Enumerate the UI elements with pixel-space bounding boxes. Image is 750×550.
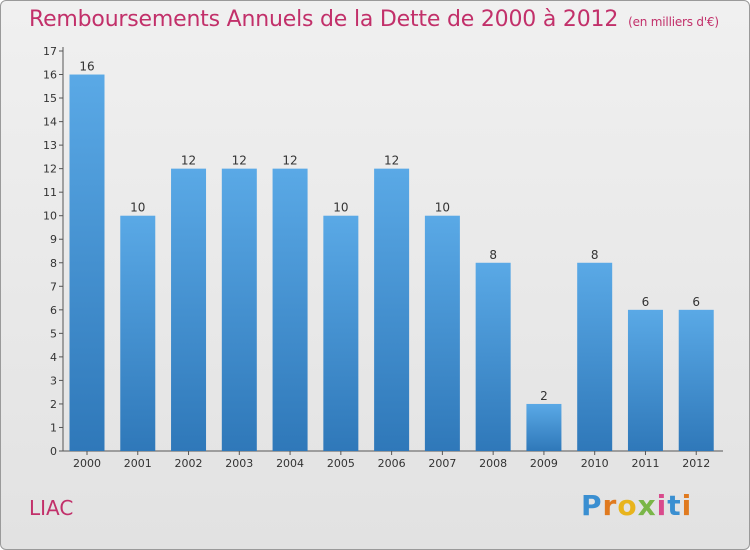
x-tick-label: 2007 <box>428 457 456 470</box>
title-text: Remboursements Annuels de la Dette de 20… <box>29 7 619 32</box>
x-tick-label: 2000 <box>73 457 101 470</box>
data-label: 12 <box>232 154 247 168</box>
y-tick-label: 17 <box>43 45 57 58</box>
bar <box>475 262 511 451</box>
x-tick-label: 2004 <box>276 457 304 470</box>
bar <box>627 309 663 451</box>
y-tick-label: 13 <box>43 139 57 152</box>
bar <box>272 168 308 451</box>
bar <box>221 168 257 451</box>
data-label: 10 <box>435 201 450 215</box>
bar <box>69 74 105 451</box>
data-label: 8 <box>489 248 497 262</box>
y-tick-label: 16 <box>43 69 57 82</box>
x-tick-label: 2002 <box>175 457 203 470</box>
bar <box>323 215 359 451</box>
bar <box>424 215 460 451</box>
data-label: 12 <box>181 154 196 168</box>
bar <box>171 168 207 451</box>
x-tick-label: 2012 <box>682 457 710 470</box>
bar <box>577 262 613 451</box>
x-tick-label: 2009 <box>530 457 558 470</box>
y-tick-label: 4 <box>50 351 57 364</box>
proxiti-logo: Proxiti <box>581 489 693 522</box>
y-tick-label: 1 <box>50 421 57 434</box>
data-label: 6 <box>642 295 650 309</box>
bar <box>374 168 410 451</box>
bar <box>678 309 714 451</box>
x-tick-label: 2011 <box>631 457 659 470</box>
y-tick-label: 2 <box>50 398 57 411</box>
y-tick-label: 5 <box>50 327 57 340</box>
y-tick-label: 8 <box>50 257 57 270</box>
x-tick-label: 2008 <box>479 457 507 470</box>
x-tick-label: 2003 <box>225 457 253 470</box>
commune-name: LIAC <box>29 496 74 520</box>
y-tick-label: 3 <box>50 374 57 387</box>
data-label: 10 <box>130 201 145 215</box>
data-label: 8 <box>591 248 599 262</box>
data-label: 16 <box>79 60 94 74</box>
x-tick-label: 2005 <box>327 457 355 470</box>
unit-label: (en milliers d'€) <box>628 15 719 29</box>
y-tick-label: 10 <box>43 210 57 223</box>
y-tick-label: 0 <box>50 445 57 458</box>
y-tick-label: 7 <box>50 280 57 293</box>
chart-title: Remboursements Annuels de la Dette de 20… <box>29 7 719 32</box>
data-label: 12 <box>384 154 399 168</box>
y-tick-label: 6 <box>50 304 57 317</box>
y-tick-label: 11 <box>43 186 57 199</box>
data-label: 10 <box>333 201 348 215</box>
y-tick-label: 12 <box>43 163 57 176</box>
x-tick-label: 2001 <box>124 457 152 470</box>
y-tick-label: 14 <box>43 116 57 129</box>
data-label: 6 <box>692 295 700 309</box>
data-label: 12 <box>282 154 297 168</box>
bar <box>120 215 156 451</box>
x-tick-label: 2006 <box>378 457 406 470</box>
data-label: 2 <box>540 389 548 403</box>
y-tick-label: 9 <box>50 233 57 246</box>
y-tick-label: 15 <box>43 92 57 105</box>
x-tick-label: 2010 <box>581 457 609 470</box>
bar <box>526 403 562 451</box>
